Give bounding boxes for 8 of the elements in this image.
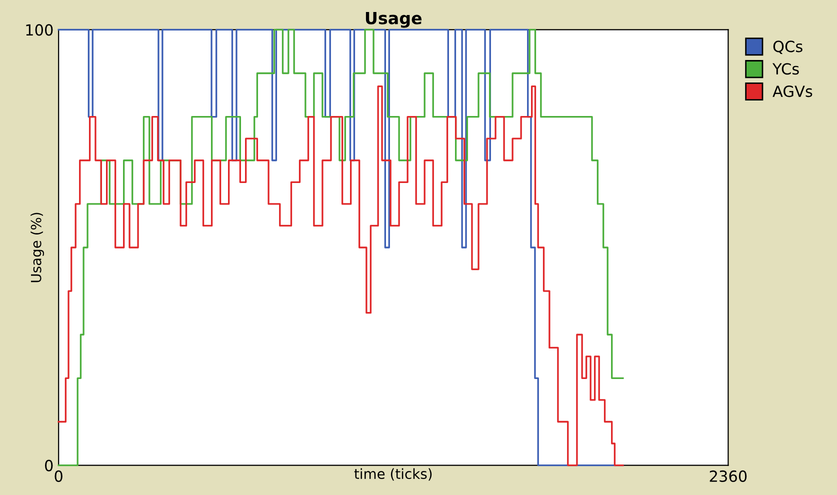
chart-title: Usage — [366, 12, 422, 28]
legend-label: YCs — [772, 63, 799, 75]
y-tick-label: 100 — [26, 24, 53, 36]
legend-label: AGVs — [772, 86, 812, 98]
legend-label: QCs — [773, 40, 802, 54]
x-axis-title: time (ticks) — [354, 468, 432, 481]
y-axis-title: Usage (%) — [30, 212, 44, 282]
x-tick-label: 2360 — [710, 470, 747, 482]
